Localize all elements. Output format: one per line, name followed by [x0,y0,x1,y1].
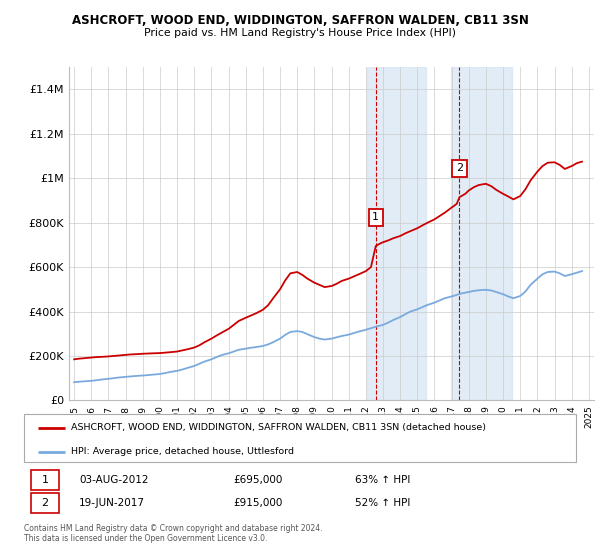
Text: 1: 1 [372,212,379,222]
Text: £695,000: £695,000 [234,475,283,485]
Text: 03-AUG-2012: 03-AUG-2012 [79,475,149,485]
Text: 1: 1 [41,475,49,485]
Text: ASHCROFT, WOOD END, WIDDINGTON, SAFFRON WALDEN, CB11 3SN (detached house): ASHCROFT, WOOD END, WIDDINGTON, SAFFRON … [71,423,486,432]
Text: £915,000: £915,000 [234,498,283,508]
Bar [451,67,512,400]
Text: 52% ↑ HPI: 52% ↑ HPI [355,498,410,508]
Bar [31,470,59,490]
Text: Price paid vs. HM Land Registry's House Price Index (HPI): Price paid vs. HM Land Registry's House … [144,28,456,38]
Text: 2: 2 [41,498,49,508]
Text: Contains HM Land Registry data © Crown copyright and database right 2024.
This d: Contains HM Land Registry data © Crown c… [24,524,323,543]
Text: 19-JUN-2017: 19-JUN-2017 [79,498,145,508]
Text: HPI: Average price, detached house, Uttlesford: HPI: Average price, detached house, Uttl… [71,447,294,456]
Text: 2: 2 [456,164,463,173]
Bar [31,493,59,513]
Bar [367,67,426,400]
Text: 63% ↑ HPI: 63% ↑ HPI [355,475,410,485]
Text: ASHCROFT, WOOD END, WIDDINGTON, SAFFRON WALDEN, CB11 3SN: ASHCROFT, WOOD END, WIDDINGTON, SAFFRON … [71,14,529,27]
